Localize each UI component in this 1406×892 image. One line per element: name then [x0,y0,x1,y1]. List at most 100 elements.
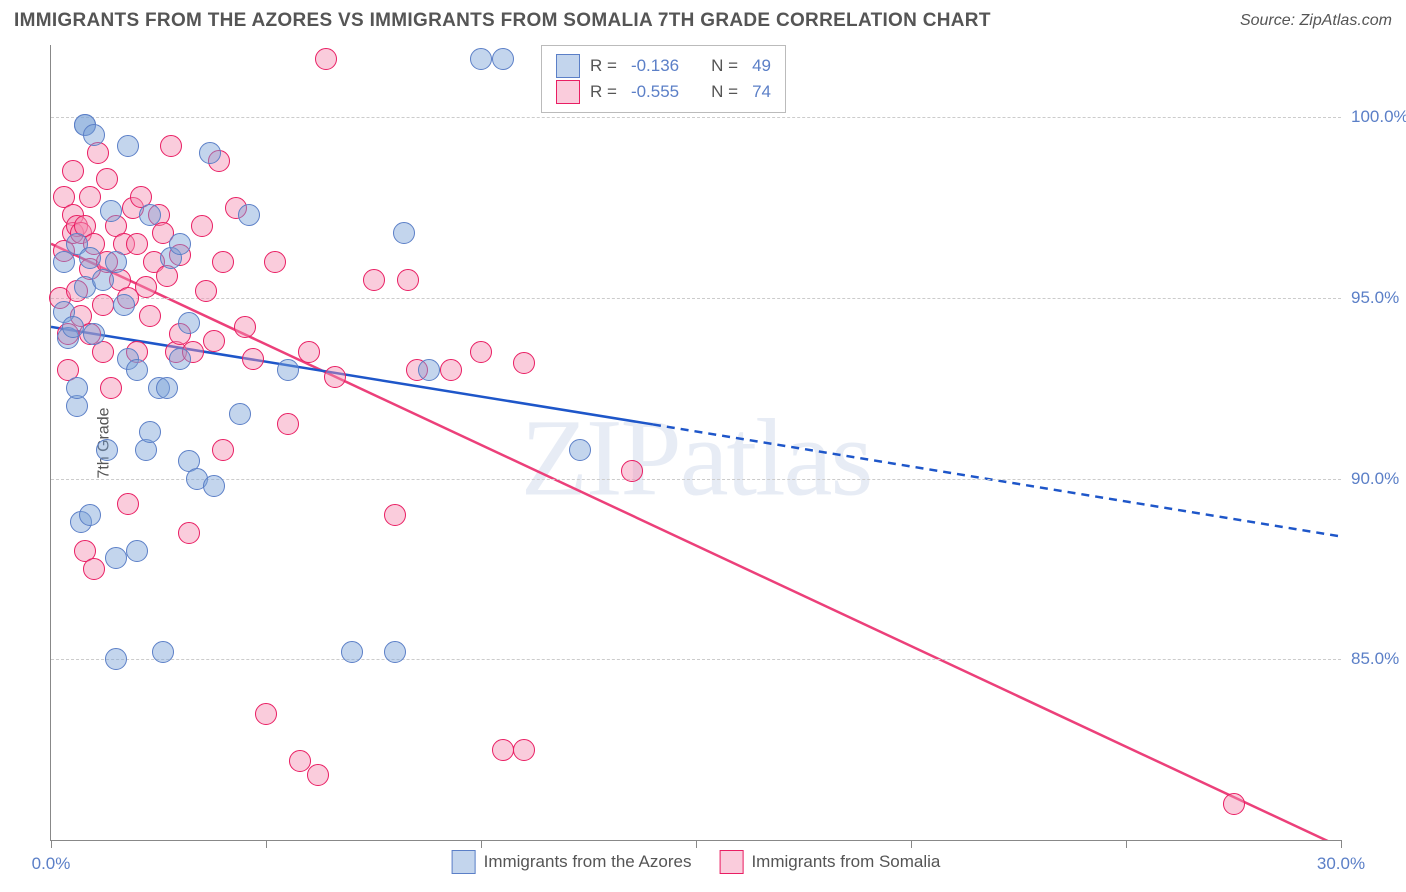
r-value: -0.136 [631,56,679,76]
scatter-point [156,377,178,399]
n-value: 74 [752,82,771,102]
scatter-point [139,421,161,443]
legend-row-blue: R = -0.136 N = 49 [556,54,771,78]
x-tick [911,840,913,848]
gridline [51,298,1341,299]
scatter-point [135,276,157,298]
chart-title: IMMIGRANTS FROM THE AZORES VS IMMIGRANTS… [14,10,991,32]
scatter-point [105,547,127,569]
x-tick [481,840,483,848]
blue-swatch-icon [556,54,580,78]
scatter-point [324,366,346,388]
scatter-point [79,504,101,526]
scatter-point [100,200,122,222]
scatter-point [298,341,320,363]
legend-item-pink: Immigrants from Somalia [719,850,940,874]
scatter-point [199,142,221,164]
x-tick [1341,840,1343,848]
scatter-point [191,215,213,237]
scatter-point [203,475,225,497]
y-tick-label: 95.0% [1351,288,1406,308]
scatter-point [139,204,161,226]
scatter-point [117,493,139,515]
scatter-point [307,764,329,786]
scatter-point [229,403,251,425]
scatter-point [62,160,84,182]
scatter-point [126,233,148,255]
scatter-point [418,359,440,381]
legend-label: Immigrants from the Azores [484,852,692,872]
gridline [51,117,1341,118]
scatter-point [92,294,114,316]
scatter-point [100,377,122,399]
y-tick-label: 100.0% [1351,107,1406,127]
correlation-legend: R = -0.136 N = 49 R = -0.555 N = 74 [541,45,786,113]
r-value: -0.555 [631,82,679,102]
scatter-point [234,316,256,338]
plot-area: 7th Grade ZIPatlas R = -0.136 N = 49 R =… [50,45,1341,841]
scatter-point [440,359,462,381]
scatter-point [96,439,118,461]
scatter-point [105,251,127,273]
scatter-point [96,168,118,190]
legend-item-blue: Immigrants from the Azores [452,850,692,874]
scatter-point [83,124,105,146]
scatter-point [315,48,337,70]
scatter-point [105,648,127,670]
scatter-point [621,460,643,482]
scatter-point [470,341,492,363]
scatter-point [169,348,191,370]
pink-swatch-icon [556,80,580,104]
scatter-point [152,641,174,663]
scatter-point [92,269,114,291]
y-tick-label: 90.0% [1351,469,1406,489]
scatter-point [139,305,161,327]
scatter-point [53,251,75,273]
gridline [51,479,1341,480]
scatter-point [470,48,492,70]
r-label: R = [590,56,617,76]
scatter-point [62,316,84,338]
scatter-point [242,348,264,370]
scatter-point [492,48,514,70]
x-tick [51,840,53,848]
x-tick [266,840,268,848]
scatter-point [113,294,135,316]
scatter-point [341,641,363,663]
scatter-point [212,439,234,461]
scatter-point [160,135,182,157]
scatter-point [66,377,88,399]
source-attribution: Source: ZipAtlas.com [1240,12,1392,30]
legend-label: Immigrants from Somalia [751,852,940,872]
x-tick-label: 0.0% [32,854,71,874]
scatter-point [126,540,148,562]
scatter-point [513,739,535,761]
scatter-point [169,233,191,255]
n-value: 49 [752,56,771,76]
scatter-point [212,251,234,273]
scatter-point [1223,793,1245,815]
legend-row-pink: R = -0.555 N = 74 [556,80,771,104]
scatter-point [79,186,101,208]
y-tick-label: 85.0% [1351,649,1406,669]
pink-swatch-icon [719,850,743,874]
scatter-point [397,269,419,291]
scatter-point [492,739,514,761]
r-label: R = [590,82,617,102]
scatter-point [83,558,105,580]
chart-svg [51,45,1341,840]
scatter-point [178,522,200,544]
scatter-point [117,135,139,157]
scatter-point [178,312,200,334]
scatter-point [384,504,406,526]
scatter-point [384,641,406,663]
scatter-point [264,251,286,273]
scatter-point [126,359,148,381]
scatter-point [363,269,385,291]
x-tick-label: 30.0% [1317,854,1365,874]
x-tick [1126,840,1128,848]
scatter-point [255,703,277,725]
blue-swatch-icon [452,850,476,874]
scatter-point [238,204,260,226]
scatter-point [195,280,217,302]
